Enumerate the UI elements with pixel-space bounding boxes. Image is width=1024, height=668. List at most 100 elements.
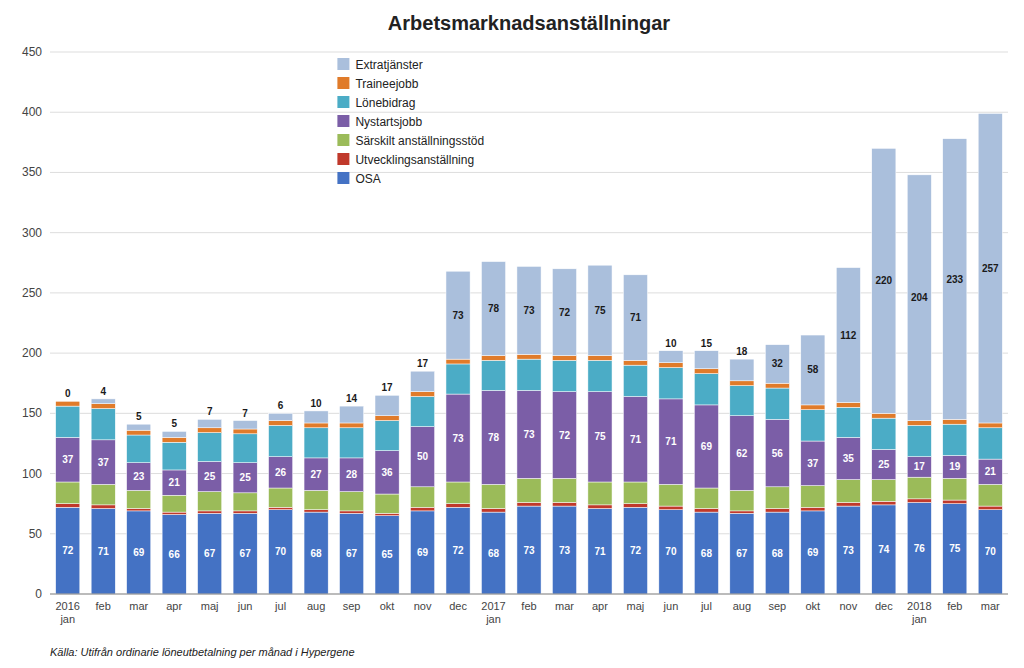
x-tick-line: apr bbox=[592, 600, 608, 612]
bar-segment bbox=[162, 470, 186, 495]
bar-segment bbox=[233, 434, 257, 463]
data-label: 71 bbox=[98, 546, 110, 557]
bar-segment bbox=[233, 463, 257, 493]
bar-segment bbox=[162, 442, 186, 470]
bar-segment bbox=[765, 388, 789, 419]
bar-segment bbox=[91, 484, 115, 504]
bar-segment bbox=[943, 455, 967, 478]
x-tick-label: 2017jan bbox=[481, 600, 505, 625]
data-label: 67 bbox=[346, 548, 358, 559]
data-label: 35 bbox=[843, 453, 855, 464]
data-label: 71 bbox=[630, 434, 642, 445]
bar-segment bbox=[623, 365, 647, 396]
bar-segment bbox=[410, 371, 434, 391]
legend-swatch bbox=[337, 77, 349, 89]
bar-segment bbox=[836, 268, 860, 403]
x-axis-line bbox=[50, 594, 1008, 595]
bar-segment bbox=[233, 511, 257, 513]
data-label: 69 bbox=[701, 441, 713, 452]
x-tick-line: jul bbox=[274, 600, 286, 612]
bar-segment bbox=[56, 401, 80, 406]
x-tick-line: aug bbox=[733, 600, 751, 612]
bar-segment bbox=[340, 428, 364, 458]
bar-segment bbox=[446, 271, 470, 359]
bar-segment bbox=[91, 508, 115, 594]
bar-segment bbox=[943, 478, 967, 500]
y-tick-label: 200 bbox=[22, 346, 42, 360]
data-label: 25 bbox=[204, 471, 216, 482]
bar-segment bbox=[162, 515, 186, 594]
data-label: 70 bbox=[665, 546, 677, 557]
y-tick-label: 450 bbox=[22, 45, 42, 59]
bar-segment bbox=[162, 512, 186, 514]
grid-line bbox=[50, 52, 1008, 53]
grid-line bbox=[50, 112, 1008, 113]
bar-segment bbox=[233, 429, 257, 434]
bar-segment bbox=[304, 490, 328, 509]
bar-segment bbox=[446, 359, 470, 364]
data-label: 70 bbox=[985, 546, 997, 557]
bar-segment bbox=[269, 425, 293, 456]
data-label: 68 bbox=[701, 548, 713, 559]
bar-segment bbox=[198, 428, 222, 433]
bar-segment bbox=[127, 508, 151, 510]
bar-segment bbox=[801, 405, 825, 410]
bar-segment bbox=[659, 506, 683, 510]
bar-segment bbox=[269, 421, 293, 426]
data-label: 220 bbox=[875, 275, 892, 286]
y-tick-label: 100 bbox=[22, 467, 42, 481]
x-tick-label: mar bbox=[129, 600, 148, 612]
bar-segment bbox=[552, 502, 576, 506]
bar-segment bbox=[872, 449, 896, 479]
bar-segment bbox=[978, 506, 1002, 510]
bar-segment bbox=[127, 424, 151, 430]
x-tick-line: dec bbox=[875, 600, 893, 612]
data-label: 5 bbox=[136, 411, 142, 422]
data-label: 67 bbox=[204, 548, 216, 559]
data-label: 78 bbox=[488, 432, 500, 443]
x-tick-line: jun bbox=[663, 600, 679, 612]
bar-segment bbox=[907, 502, 931, 594]
bar-segment bbox=[872, 480, 896, 502]
bar-segment bbox=[446, 482, 470, 504]
data-label: 73 bbox=[559, 545, 571, 556]
bar-segment bbox=[56, 504, 80, 508]
bar-segment bbox=[907, 457, 931, 477]
bar-segment bbox=[694, 512, 718, 594]
bar-segment bbox=[269, 507, 293, 509]
data-label: 4 bbox=[100, 386, 106, 397]
data-label: 21 bbox=[169, 477, 181, 488]
bar-segment bbox=[375, 494, 399, 513]
bar-segment bbox=[943, 139, 967, 420]
x-tick-line: feb bbox=[947, 600, 962, 612]
bar-segment bbox=[410, 511, 434, 594]
x-tick-label: okt bbox=[806, 600, 821, 612]
bar-segment bbox=[694, 369, 718, 374]
bar-segment bbox=[198, 513, 222, 594]
bar-segment bbox=[872, 413, 896, 418]
bar-segment bbox=[588, 265, 612, 355]
bar-segment bbox=[694, 351, 718, 369]
bar-segment bbox=[552, 360, 576, 391]
legend-label: Utvecklingsanställning bbox=[355, 153, 474, 167]
data-labels: 7271696667677068676569726873737172706867… bbox=[62, 263, 999, 561]
bar-segment bbox=[872, 501, 896, 505]
bar-segment bbox=[588, 392, 612, 482]
bar-segment bbox=[872, 148, 896, 413]
x-tick-line: nov bbox=[839, 600, 857, 612]
bar-segment bbox=[410, 507, 434, 511]
data-label: 233 bbox=[946, 274, 963, 285]
bar-segment bbox=[517, 359, 541, 390]
bar-segment bbox=[375, 416, 399, 421]
data-label: 72 bbox=[452, 545, 464, 556]
bar-segment bbox=[765, 487, 789, 509]
bar-segment bbox=[836, 480, 860, 503]
bar-segment bbox=[517, 506, 541, 594]
bar-segment bbox=[836, 402, 860, 407]
data-label: 72 bbox=[630, 545, 642, 556]
data-label: 28 bbox=[346, 469, 358, 480]
x-tick-line: mar bbox=[981, 600, 1000, 612]
bar-segment bbox=[836, 502, 860, 506]
bar-segment bbox=[162, 495, 186, 512]
x-tick-line: nov bbox=[414, 600, 432, 612]
